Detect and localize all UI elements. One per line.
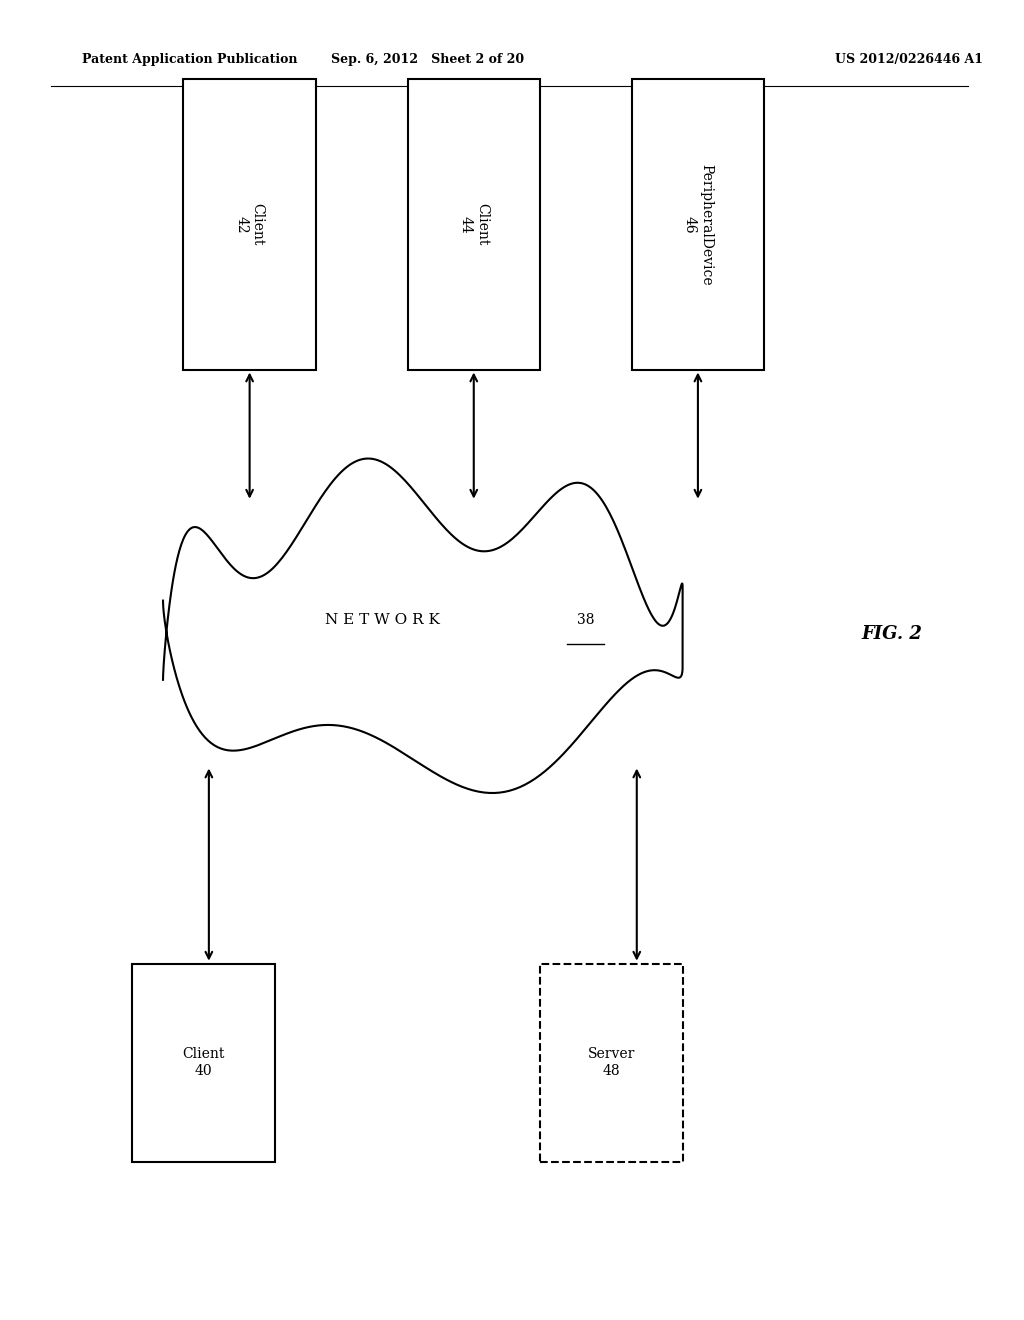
Text: US 2012/0226446 A1: US 2012/0226446 A1 — [836, 53, 983, 66]
Text: PeripheralDevice
46: PeripheralDevice 46 — [683, 164, 713, 285]
Text: 38: 38 — [578, 614, 595, 627]
Text: Server
48: Server 48 — [588, 1048, 635, 1077]
Text: N E T W O R K: N E T W O R K — [325, 614, 439, 627]
Text: Patent Application Publication: Patent Application Publication — [82, 53, 297, 66]
Text: Client
44: Client 44 — [459, 203, 488, 246]
Polygon shape — [163, 458, 683, 793]
FancyBboxPatch shape — [132, 964, 275, 1162]
FancyBboxPatch shape — [632, 79, 764, 370]
Text: Client
42: Client 42 — [234, 203, 265, 246]
Text: Client
40: Client 40 — [182, 1048, 225, 1077]
FancyBboxPatch shape — [540, 964, 683, 1162]
Text: Sep. 6, 2012   Sheet 2 of 20: Sep. 6, 2012 Sheet 2 of 20 — [332, 53, 524, 66]
FancyBboxPatch shape — [408, 79, 540, 370]
Text: FIG. 2: FIG. 2 — [861, 624, 922, 643]
FancyBboxPatch shape — [183, 79, 315, 370]
